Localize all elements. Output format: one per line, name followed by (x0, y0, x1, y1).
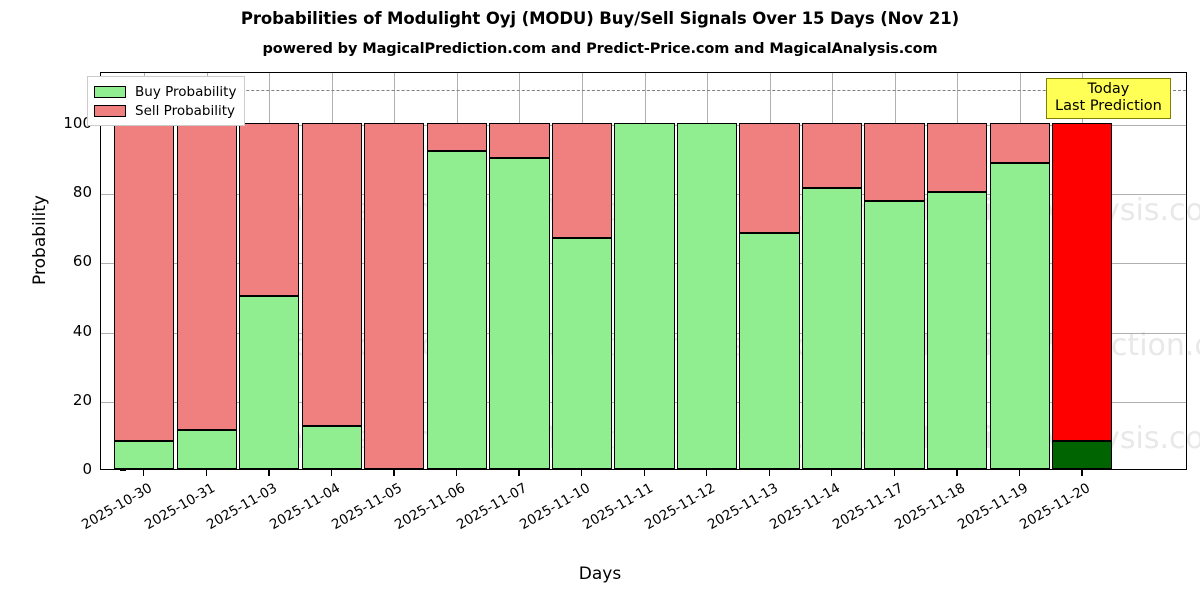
legend-item-sell: Sell Probability (94, 101, 236, 120)
bar-stack[interactable] (489, 71, 550, 469)
x-axis-tick-mark (518, 470, 520, 476)
plot-inner: MagicalAnalysis.comMagicalPrediction.com… (101, 71, 1200, 469)
bar-stack[interactable] (426, 71, 488, 469)
reference-line (101, 90, 1186, 92)
bar-segment-sell[interactable] (364, 122, 425, 469)
x-axis-tick-mark (330, 470, 333, 476)
bar-segment-sell[interactable] (739, 122, 800, 233)
y-axis-tick-label: 80 (72, 183, 92, 202)
bar-segment-sell[interactable] (301, 122, 362, 427)
bar-segment-sell[interactable] (551, 122, 613, 239)
bar-stack[interactable] (676, 71, 738, 469)
x-axis-tick-mark (643, 470, 645, 476)
bar-segment-buy[interactable] (989, 162, 1050, 469)
bar-segment-buy[interactable] (927, 192, 988, 469)
bar-segment-buy[interactable] (614, 122, 675, 469)
bar-stack[interactable] (801, 71, 863, 469)
y-axis-ticks: 0 20 40 60 80 100 (28, 72, 126, 477)
bar-segment-buy[interactable] (551, 238, 613, 469)
x-axis-tick-mark (268, 470, 270, 476)
y-axis-tick-mark (120, 470, 126, 472)
bar-segment-buy[interactable] (801, 187, 863, 469)
y-axis-tick-label: 20 (72, 390, 92, 409)
chart-title: Probabilities of Modulight Oyj (MODU) Bu… (240, 9, 960, 28)
y-axis-tick-label: 60 (72, 252, 92, 271)
bar-stack[interactable] (551, 71, 613, 469)
legend-label-sell: Sell Probability (135, 102, 236, 119)
bar-segment-buy[interactable] (676, 122, 738, 469)
bar-segment-buy[interactable] (113, 441, 175, 469)
x-axis-tick-mark (393, 470, 395, 476)
bar-stack[interactable] (739, 71, 800, 469)
y-axis-tick-label: 0 (82, 460, 92, 478)
bar-segment-buy[interactable] (1052, 441, 1113, 469)
bar-segment-sell[interactable] (801, 122, 863, 188)
plot-area: MagicalAnalysis.comMagicalPrediction.com… (100, 71, 1200, 470)
x-axis-label: Days (578, 564, 622, 584)
x-axis-tick-mark (706, 470, 708, 476)
x-axis-tick-mark (1081, 470, 1083, 476)
legend-swatch-buy (94, 85, 126, 98)
bar-stack[interactable] (614, 71, 675, 469)
bar-stack[interactable] (113, 71, 175, 469)
x-axis-tick-mark (956, 470, 958, 476)
bar-segment-sell[interactable] (989, 122, 1050, 163)
today-annotation: Today Last Prediction (1046, 78, 1171, 120)
x-axis-tick-mark (455, 470, 458, 476)
bar-segment-sell[interactable] (426, 122, 488, 151)
bar-stack[interactable] (239, 71, 300, 469)
bar-segment-buy[interactable] (489, 157, 550, 469)
bar-segment-sell[interactable] (864, 122, 925, 201)
y-axis-label: Probability (30, 195, 50, 285)
bar-stack[interactable] (1052, 71, 1113, 469)
today-annotation-line2: Last Prediction (1055, 97, 1162, 114)
bar-segment-sell[interactable] (176, 122, 237, 430)
legend-swatch-sell (94, 104, 126, 117)
x-axis-tick-mark (205, 470, 207, 476)
bar-segment-sell[interactable] (1052, 122, 1113, 442)
bar-segment-sell[interactable] (113, 122, 175, 442)
chart-legend: Buy Probability Sell Probability (87, 76, 246, 126)
bar-stack[interactable] (301, 71, 362, 469)
legend-label-buy: Buy Probability (135, 83, 237, 100)
bar-segment-sell[interactable] (239, 122, 300, 296)
x-axis-tick-mark (580, 470, 583, 476)
bar-segment-buy[interactable] (426, 150, 488, 469)
bar-segment-buy[interactable] (301, 426, 362, 469)
x-axis-tick-mark (1018, 470, 1021, 476)
bar-segment-buy[interactable] (176, 429, 237, 469)
x-axis-tick-mark (831, 470, 833, 476)
bar-segment-buy[interactable] (239, 295, 300, 469)
bar-segment-buy[interactable] (739, 232, 800, 469)
bar-stack[interactable] (864, 71, 925, 469)
bar-segment-buy[interactable] (864, 200, 925, 469)
bar-segment-sell[interactable] (489, 122, 550, 158)
bar-stack[interactable] (989, 71, 1050, 469)
chart-subtitle: powered by MagicalPrediction.com and Pre… (262, 41, 938, 57)
x-axis-tick-mark (143, 470, 145, 476)
bar-stack[interactable] (176, 71, 237, 469)
legend-item-buy: Buy Probability (94, 82, 236, 101)
bar-stack[interactable] (364, 71, 425, 469)
x-axis-tick-mark (768, 470, 770, 476)
bar-stack[interactable] (927, 71, 988, 469)
y-axis-tick-label: 100 (63, 113, 92, 132)
y-axis-tick-label: 40 (72, 321, 92, 340)
today-annotation-line1: Today (1087, 81, 1130, 97)
x-axis-tick-mark (893, 470, 895, 476)
bar-segment-sell[interactable] (927, 122, 988, 193)
